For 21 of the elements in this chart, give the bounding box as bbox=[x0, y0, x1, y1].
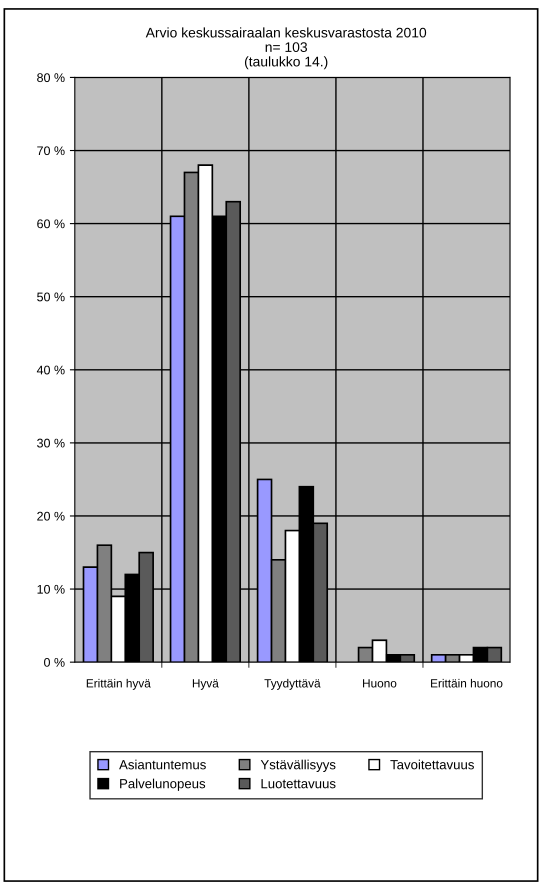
y-tick-label: 70 % bbox=[37, 146, 65, 156]
chart-subtitle: n= 103 (taulukko 14.) bbox=[244, 42, 328, 70]
chart-title: Arvio keskussairaalan keskusvarastosta 2010 bbox=[146, 27, 426, 38]
y-tick-label: 50 % bbox=[37, 292, 65, 302]
y-tick-label: 60 % bbox=[37, 219, 65, 228]
x-tick-label: Hyvä bbox=[192, 679, 219, 690]
x-tick-label: Tyydyttävä bbox=[264, 678, 321, 690]
x-tick-label: Erittäin huono bbox=[431, 678, 502, 688]
legend-label: Palvelunopeus bbox=[120, 778, 206, 791]
y-tick-label: 0 % bbox=[44, 658, 65, 667]
x-tick-label: Huono bbox=[363, 679, 396, 688]
y-tick-label: 10 % bbox=[38, 584, 65, 594]
y-tick-label: 40 % bbox=[36, 366, 65, 374]
y-tick-label: 80 % bbox=[37, 73, 65, 82]
legend-label: Luotettavuus bbox=[262, 779, 336, 788]
y-tick-label: 30 % bbox=[37, 438, 65, 448]
legend-label: Tavoitettavuus bbox=[390, 760, 474, 770]
legend-label: Ystävällisyys bbox=[260, 760, 336, 772]
x-tick-label: Erittäin hyvä bbox=[86, 678, 151, 690]
legend-label: Asiantuntemus bbox=[119, 760, 206, 770]
y-tick-label: 20 % bbox=[37, 512, 65, 521]
